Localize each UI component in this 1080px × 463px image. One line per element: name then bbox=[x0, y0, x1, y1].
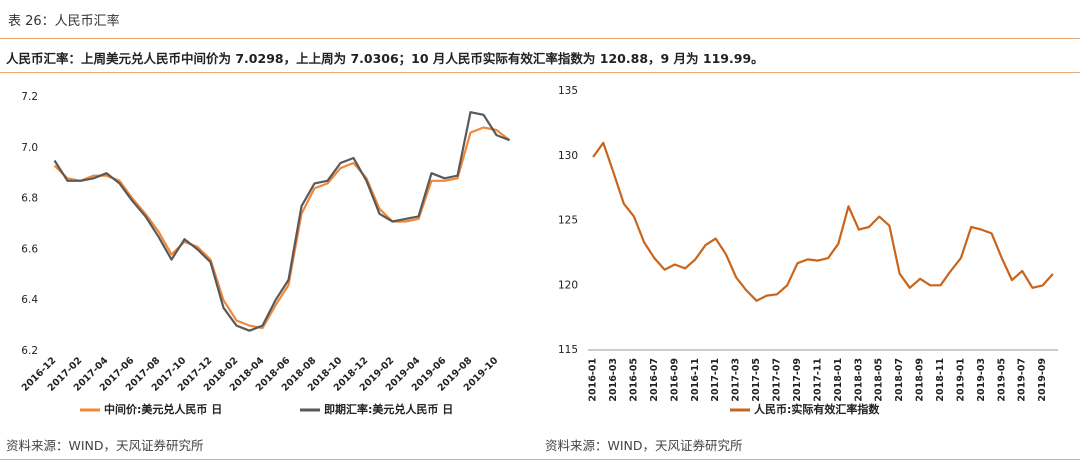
source: 资料来源：WIND，天风证券研究所 bbox=[6, 438, 204, 453]
series-line bbox=[53, 126, 511, 330]
x-tick-label: 2017-03 bbox=[731, 358, 742, 402]
x-tick-label: 2018-03 bbox=[853, 358, 864, 402]
x-tick-label: 2017-05 bbox=[751, 358, 762, 402]
legend-label: 中间价:美元兑人民币 日 bbox=[104, 402, 222, 416]
y-tick-label: 130 bbox=[558, 150, 578, 162]
x-tick-label: 2017-01 bbox=[710, 358, 721, 402]
y-tick-label: 6.8 bbox=[21, 193, 38, 205]
x-tick-label: 2019-07 bbox=[1017, 358, 1028, 402]
x-tick-label: 2019-03 bbox=[976, 358, 987, 402]
x-tick-label: 2016-01 bbox=[588, 358, 599, 402]
x-tick-label: 2017-09 bbox=[792, 358, 803, 402]
series-line bbox=[592, 141, 1054, 302]
y-tick-label: 7.0 bbox=[21, 142, 38, 154]
x-tick-label: 2019-09 bbox=[1037, 358, 1048, 402]
y-tick-label: 6.4 bbox=[21, 294, 38, 306]
legend-label: 即期汇率:美元兑人民币 日 bbox=[324, 402, 453, 416]
x-tick-label: 2018-09 bbox=[915, 358, 926, 402]
y-tick-label: 6.6 bbox=[21, 243, 38, 255]
x-tick-label: 2019-01 bbox=[955, 358, 966, 402]
x-tick-label: 2018-05 bbox=[874, 358, 885, 402]
x-tick-label: 2018-07 bbox=[894, 358, 905, 402]
legend-label: 人民币:实际有效汇率指数 bbox=[754, 402, 880, 416]
y-tick-label: 125 bbox=[558, 215, 578, 227]
x-tick-label: 2016-11 bbox=[690, 358, 701, 402]
y-tick-label: 7.2 bbox=[21, 91, 38, 103]
rule bbox=[0, 72, 1080, 73]
series-line bbox=[53, 111, 510, 332]
x-tick-label: 2016-07 bbox=[649, 358, 660, 402]
x-tick-label: 2016-05 bbox=[628, 358, 639, 402]
rule bbox=[0, 459, 1080, 460]
summary: 人民币汇率：上周美元兑人民币中间价为 7.0298，上上周为 7.0306；10… bbox=[6, 51, 764, 66]
source: 资料来源：WIND，天风证券研究所 bbox=[545, 438, 743, 453]
y-tick-label: 135 bbox=[558, 85, 578, 97]
x-tick-label: 2016-09 bbox=[669, 358, 680, 402]
x-tick-label: 2016-03 bbox=[608, 358, 619, 402]
x-tick-label: 2019-05 bbox=[996, 358, 1007, 402]
y-tick-label: 6.2 bbox=[21, 345, 38, 357]
rule bbox=[0, 38, 1080, 39]
x-tick-label: 2018-11 bbox=[935, 358, 946, 402]
charts: 6.26.46.66.87.07.22016-122017-022017-042… bbox=[20, 85, 1058, 416]
y-tick-label: 115 bbox=[558, 344, 578, 356]
x-tick-label: 2017-11 bbox=[812, 358, 823, 402]
x-tick-label: 2018-01 bbox=[833, 358, 844, 402]
table-title: 表 26：人民币汇率 bbox=[8, 14, 120, 29]
y-tick-label: 120 bbox=[558, 279, 578, 291]
x-tick-label: 2017-07 bbox=[772, 358, 783, 402]
